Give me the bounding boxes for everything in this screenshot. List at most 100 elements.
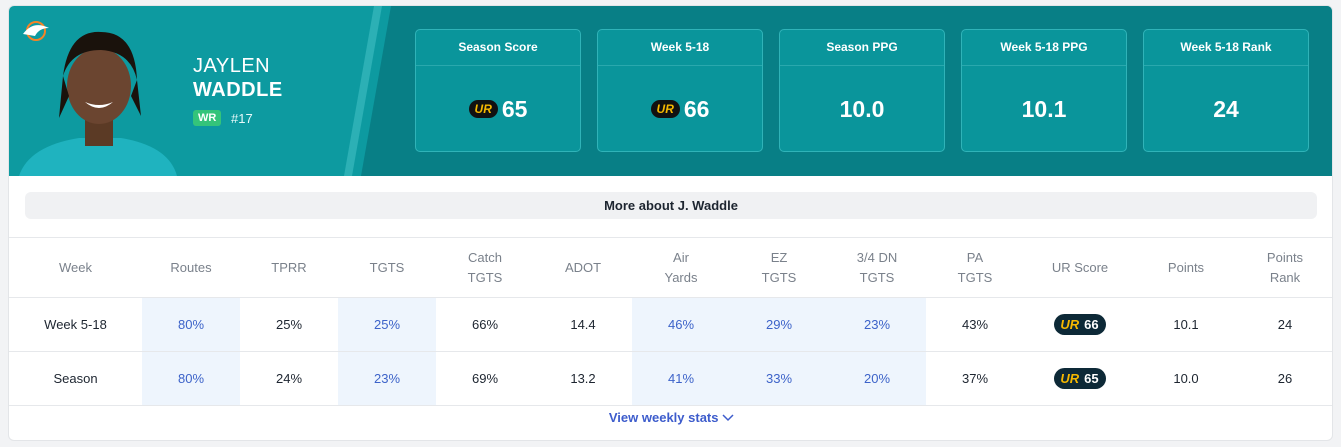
stat-value-box: 10.1 <box>962 66 1126 152</box>
cell-text: 20% <box>863 371 891 386</box>
table-cell: 69% <box>436 351 534 406</box>
ur-logo: UR <box>1060 316 1080 332</box>
stat-label: Week 5-18 PPG <box>962 30 1126 66</box>
ur-score-pill: UR 66 <box>1054 314 1106 335</box>
table-cell: 20% <box>828 351 926 406</box>
column-header: ADOT <box>534 237 632 298</box>
cell-text: 41% <box>667 371 695 386</box>
header-text: Routes <box>170 259 212 275</box>
cell-text: 13.2 <box>570 371 596 386</box>
stat-value-box: 24 <box>1144 66 1308 152</box>
stat-value: 10.1 <box>1021 95 1067 122</box>
column-header: TGTS <box>338 237 436 298</box>
table-cell: Week 5-18 <box>9 297 142 352</box>
stat-label: Season PPG <box>780 30 944 66</box>
table-cell: 80% <box>142 351 240 406</box>
table-cell: 80% <box>142 297 240 352</box>
column-header: Points <box>1136 237 1236 298</box>
stat-value: 10.0 <box>839 95 885 122</box>
cell-text: 37% <box>961 371 989 386</box>
column-header: Routes <box>142 237 240 298</box>
table-cell: 10.0 <box>1136 351 1236 406</box>
stat-value-box: UR 65 <box>416 66 580 152</box>
cell-text: 26 <box>1277 371 1293 386</box>
header-text: Week <box>59 259 92 275</box>
cell-text: 33% <box>765 371 793 386</box>
header-text: PA <box>966 249 984 265</box>
header-text: ADOT <box>564 259 602 275</box>
header-text: TGTS <box>369 259 405 275</box>
last-name: WADDLE <box>193 79 283 101</box>
cell-text: 43% <box>961 317 989 332</box>
view-link-text[interactable]: View weekly stats <box>608 410 719 425</box>
cell-text: 66% <box>471 317 499 332</box>
table-cell: 37% <box>926 351 1024 406</box>
table-cell: 41% <box>632 351 730 406</box>
view-link[interactable]: View weekly stats <box>609 410 734 425</box>
column-header: Catch TGTS <box>436 237 534 298</box>
cell-text: 10.1 <box>1173 317 1199 332</box>
cell-text: 23% <box>373 371 401 386</box>
more-button[interactable]: More about J. Waddle <box>25 192 1317 219</box>
stat-value: 65 <box>501 95 528 122</box>
column-header: TPRR <box>240 237 338 298</box>
table-body: Week 5-18 80% 25% 25% 66% 14.4 46% 29% 23% 43% UR 6… <box>9 297 1332 406</box>
table-cell: 23% <box>828 297 926 352</box>
table-cell: 66% <box>436 297 534 352</box>
table-cell: Season <box>9 351 142 406</box>
column-header: UR Score <box>1024 237 1136 298</box>
cell-text: 24 <box>1277 317 1293 332</box>
table-cell: 24% <box>240 351 338 406</box>
header-text: TGTS <box>467 269 503 285</box>
header-text: Points <box>1167 259 1205 275</box>
header-text: UR Score <box>1051 259 1109 275</box>
first-name: JAYLEN <box>193 55 271 77</box>
chevron-icon <box>722 414 734 422</box>
header-text: TGTS <box>957 269 993 285</box>
table-cell: 43% <box>926 297 1024 352</box>
ur-logo: UR <box>468 100 498 118</box>
stat-card: Week 5-18 Rank 24 <box>1143 29 1309 152</box>
table-cell: 10.1 <box>1136 297 1236 352</box>
ur-logo: UR <box>650 100 680 118</box>
table-cell: 23% <box>338 351 436 406</box>
ur-score: 66 <box>1084 317 1099 332</box>
stat-value-box: 10.0 <box>780 66 944 152</box>
team-logo <box>23 21 49 41</box>
stat-label: Season Score <box>416 30 580 66</box>
cell-text: 46% <box>667 317 695 332</box>
cell-text: 29% <box>765 317 793 332</box>
table-cell: 46% <box>632 297 730 352</box>
table-cell: 25% <box>338 297 436 352</box>
jersey-number: #17 <box>231 111 253 126</box>
cell-text: Season <box>53 371 98 386</box>
table-row: Season 80% 24% 23% 69% 13.2 41% 33% 20% 37% UR 65 10… <box>9 351 1332 406</box>
cell-text: 69% <box>471 371 499 386</box>
column-header: Air Yards <box>632 237 730 298</box>
cell-text: 25% <box>275 317 303 332</box>
stats-table: Week Routes TPRR TGTS Catch TGTS ADOT Air Yards E… <box>9 237 1332 406</box>
header-text: EZ <box>770 249 788 265</box>
table-cell: 29% <box>730 297 828 352</box>
cell-text: 80% <box>177 317 205 332</box>
header-text: TPRR <box>271 259 307 275</box>
cell-text: 80% <box>177 371 205 386</box>
table-row: Week 5-18 80% 25% 25% 66% 14.4 46% 29% 23% 43% UR 6… <box>9 297 1332 352</box>
table-cell: 13.2 <box>534 351 632 406</box>
view-weekly: View weekly stats <box>9 410 1332 425</box>
stripe <box>344 6 382 176</box>
stat-card: Week 5-18 UR 66 <box>597 29 763 152</box>
column-header: Week <box>9 237 142 298</box>
cell-text: 25% <box>373 317 401 332</box>
ur-logo: UR <box>1060 370 1080 386</box>
column-header: PA TGTS <box>926 237 1024 298</box>
stat-card: Week 5-18 PPG 10.1 <box>961 29 1127 152</box>
ur-score: 65 <box>1084 371 1099 386</box>
stat-label: Week 5-18 Rank <box>1144 30 1308 66</box>
ur-score-pill: UR 65 <box>1054 368 1106 389</box>
table-cell: 25% <box>240 297 338 352</box>
column-header: EZ TGTS <box>730 237 828 298</box>
stat-label: Week 5-18 <box>598 30 762 66</box>
cell-text: Week 5-18 <box>44 317 107 332</box>
header-text: Catch <box>468 249 502 265</box>
